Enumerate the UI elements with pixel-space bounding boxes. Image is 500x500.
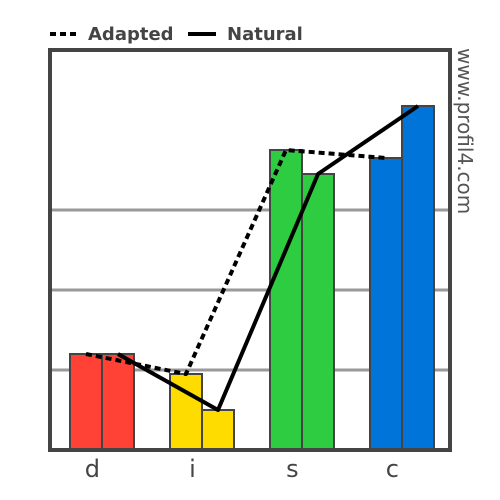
bar-s-natural <box>301 173 335 451</box>
x-tick-label: c <box>386 455 399 483</box>
legend-label-adapted: Adapted <box>88 24 174 45</box>
plot-frame <box>48 48 452 452</box>
x-tick-label: s <box>286 455 299 483</box>
legend: Adapted Natural <box>50 24 303 45</box>
series-lines <box>85 104 420 412</box>
legend-label-natural: Natural <box>227 24 303 45</box>
bars <box>69 105 435 451</box>
bar-c-natural <box>401 105 435 451</box>
bar-d-adapted <box>69 353 103 451</box>
bar-c-adapted <box>369 157 403 451</box>
bar-i-natural <box>201 409 235 451</box>
x-tick-label: d <box>85 455 100 483</box>
line-adapted <box>85 148 387 376</box>
bar-d-natural <box>101 353 135 451</box>
bar-s-adapted <box>269 149 303 451</box>
x-tick-label: i <box>189 455 196 483</box>
watermark: www.profil4.com <box>453 48 477 214</box>
line-natural <box>117 104 420 412</box>
